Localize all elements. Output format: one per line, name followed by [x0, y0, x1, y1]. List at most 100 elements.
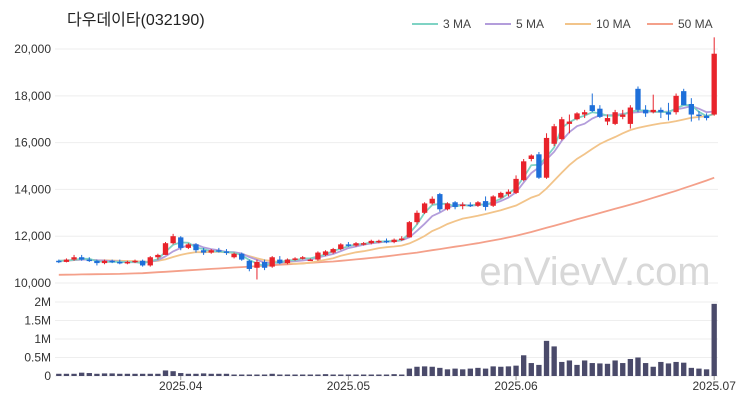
- volume-bar-21: [216, 373, 222, 376]
- volume-bar-6: [101, 373, 108, 376]
- candle-body: [521, 161, 527, 181]
- candle-20: [208, 249, 214, 254]
- candle-body: [307, 259, 313, 262]
- volume-bar-42: [376, 374, 382, 376]
- volume-bar-22: [223, 373, 230, 376]
- candle-body: [345, 244, 352, 246]
- price-tick-label-2: 16,000: [14, 136, 51, 150]
- volume-bar-31: [292, 374, 298, 376]
- volume-bar-28: [269, 373, 275, 376]
- candle-body: [505, 191, 512, 195]
- volume-bar-65: [551, 346, 557, 376]
- volume-bar-53: [460, 369, 466, 376]
- candle-70: [589, 93, 595, 113]
- candle-82: [681, 88, 687, 106]
- candle-77: [642, 105, 649, 117]
- volume-bar-11: [139, 373, 146, 376]
- candle-76: [635, 86, 641, 113]
- candle-body: [612, 112, 618, 124]
- volume-bar-76: [635, 357, 641, 376]
- candle-body: [170, 236, 176, 244]
- candle-body: [139, 260, 146, 266]
- candle-body: [117, 261, 123, 264]
- volume-bar-54: [467, 368, 473, 376]
- candle-45: [399, 236, 405, 241]
- candle-27: [261, 259, 268, 271]
- price-gridlines: [55, 48, 718, 284]
- candle-4: [86, 257, 92, 262]
- candle-body: [322, 251, 329, 255]
- volume-bar-48: [421, 366, 428, 376]
- candle-body: [185, 244, 192, 248]
- candle-body: [681, 91, 687, 106]
- volume-bar-38: [345, 374, 352, 376]
- volume-bar-24: [239, 374, 245, 376]
- x-tick-label-1: 2025.05: [327, 379, 371, 393]
- candle-25: [246, 259, 252, 272]
- volume-bar-73: [612, 360, 618, 376]
- candle-43: [383, 238, 390, 244]
- candle-body: [414, 212, 420, 223]
- candle-26: [254, 259, 260, 280]
- price-tick-label-3: 14,000: [14, 182, 51, 196]
- price-tick-label-5: 10,000: [14, 276, 51, 290]
- candle-7: [109, 259, 115, 264]
- volume-tick-label-2: 1M: [34, 332, 51, 346]
- volume-bar-33: [307, 374, 313, 376]
- candle-body: [559, 119, 565, 140]
- volume-bar-32: [300, 374, 306, 376]
- candle-body: [574, 113, 580, 120]
- candle-body: [513, 178, 519, 193]
- candle-body: [200, 250, 207, 253]
- volume-bar-39: [353, 374, 359, 376]
- volume-bar-41: [368, 374, 374, 376]
- volume-gridlines: [55, 301, 718, 377]
- candle-body: [132, 260, 138, 263]
- candle-body: [284, 259, 291, 264]
- candle-85: [703, 113, 710, 121]
- candle-8: [117, 259, 123, 265]
- price-tick-label-4: 12,000: [14, 229, 51, 243]
- candle-13: [155, 253, 161, 260]
- candle-body: [551, 126, 557, 144]
- candle-24: [239, 252, 245, 261]
- candle-body: [688, 104, 694, 115]
- candle-body: [101, 260, 108, 264]
- watermark: enVievV.com: [479, 250, 710, 294]
- candle-body: [665, 112, 672, 115]
- volume-bar-51: [444, 369, 451, 376]
- volume-bar-46: [406, 368, 413, 376]
- volume-bar-70: [589, 363, 595, 376]
- volume-bar-36: [330, 374, 336, 376]
- candle-body: [460, 204, 466, 207]
- legend-label-0: 3 MA: [443, 17, 471, 31]
- candle-body: [589, 105, 595, 112]
- candle-10: [132, 259, 138, 264]
- volume-bar-83: [688, 367, 694, 376]
- volume-bar-84: [696, 368, 702, 376]
- candle-body: [330, 249, 336, 253]
- candle-body: [376, 240, 382, 243]
- candle-0: [56, 259, 62, 264]
- candle-78: [650, 94, 656, 114]
- price-y-axis: 20,000 18,000 16,000 14,000 12,000 10,000: [14, 42, 51, 290]
- candle-33: [307, 258, 313, 262]
- volume-bar-66: [559, 361, 565, 376]
- volume-tick-label-4: 0: [44, 369, 51, 383]
- volume-bar-85: [703, 369, 710, 376]
- candle-5: [94, 259, 100, 266]
- volume-bar-30: [284, 374, 291, 376]
- volume-bar-60: [513, 365, 519, 376]
- x-tick-label-2: 2025.06: [494, 379, 538, 393]
- volume-bar-62: [528, 363, 534, 376]
- candle-body: [79, 257, 85, 260]
- chart-title: 다우데이타(032190): [67, 11, 205, 29]
- candle-17: [185, 243, 192, 250]
- candle-body: [193, 244, 199, 251]
- volume-bar-64: [543, 340, 550, 376]
- volume-bar-14: [162, 370, 169, 376]
- legend-label-2: 10 MA: [596, 17, 631, 31]
- volume-bar-0: [56, 373, 62, 376]
- volume-bar-13: [155, 373, 161, 376]
- volume-bar-12: [147, 373, 153, 376]
